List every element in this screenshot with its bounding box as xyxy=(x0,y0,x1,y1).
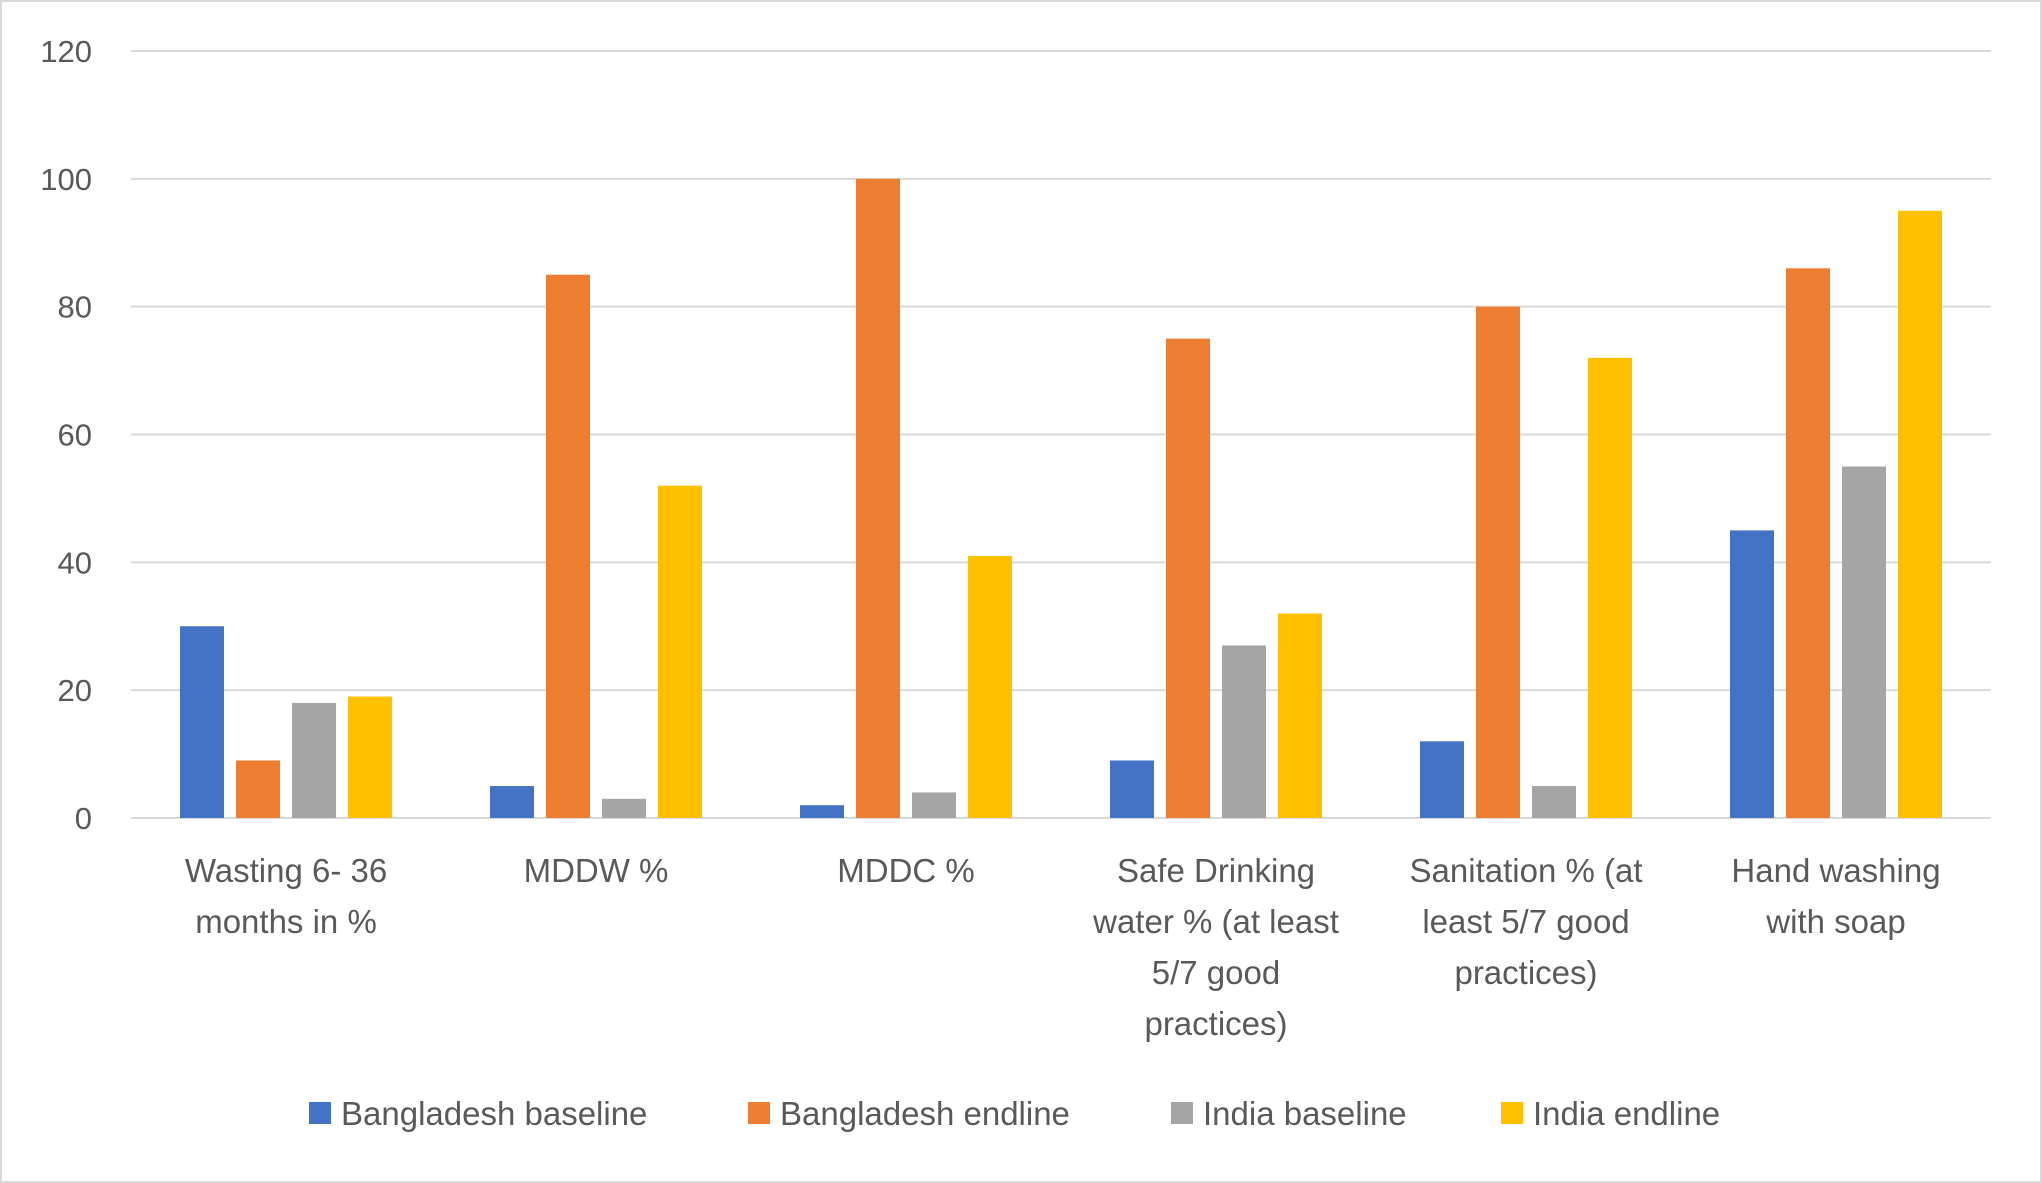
category-label: Sanitation % (at least 5/7 good practices) xyxy=(1410,852,1643,991)
bar-bangladesh-endline-0 xyxy=(236,760,280,818)
legend-item: Bangladesh baseline xyxy=(309,1095,647,1132)
legend-swatch xyxy=(748,1102,770,1124)
y-tick-label: 40 xyxy=(58,545,92,580)
y-tick-label: 0 xyxy=(75,801,92,836)
bar-bangladesh-endline-3 xyxy=(1166,338,1210,818)
bar-bangladesh-baseline-1 xyxy=(490,786,534,818)
category-label-line: Safe Drinking xyxy=(1117,852,1315,889)
legend-swatch xyxy=(1501,1102,1523,1124)
legend-swatch xyxy=(1171,1102,1193,1124)
category-label-line: practices) xyxy=(1454,954,1597,991)
x-axis-categories: Wasting 6- 36 months in % MDDW % MDDC % Safe… xyxy=(185,852,1941,1042)
bar-bangladesh-baseline-3 xyxy=(1110,760,1154,818)
category-label-line: least 5/7 good xyxy=(1422,903,1629,940)
legend-label: India baseline xyxy=(1203,1095,1407,1132)
category-label-line: water % (at least xyxy=(1092,903,1339,940)
category-label: Wasting 6- 36 months in % xyxy=(185,852,387,940)
category-label-line: Wasting 6- 36 xyxy=(185,852,387,889)
category-label-line: Sanitation % (at xyxy=(1410,852,1643,889)
bar-bangladesh-baseline-4 xyxy=(1420,741,1464,818)
category-label: MDDW % xyxy=(524,852,669,889)
bar-bangladesh-baseline-0 xyxy=(180,626,224,818)
bar-bangladesh-baseline-2 xyxy=(800,805,844,818)
legend-item: India endline xyxy=(1501,1095,1720,1132)
y-tick-label: 100 xyxy=(40,162,92,197)
category-label-line: Hand washing xyxy=(1731,852,1940,889)
legend: Bangladesh baseline Bangladesh endline Ind… xyxy=(309,1095,1720,1132)
bar-india-endline-2 xyxy=(968,555,1012,818)
category-label-line: 5/7 good xyxy=(1152,954,1280,991)
category-label: Hand washing with soap xyxy=(1731,852,1940,940)
bar-india-baseline-3 xyxy=(1222,645,1266,818)
bar-india-endline-4 xyxy=(1588,357,1632,818)
y-axis-ticks: 0 20 40 60 80 100 120 xyxy=(40,34,92,836)
category-label: MDDC % xyxy=(837,852,975,889)
legend-item: Bangladesh endline xyxy=(748,1095,1070,1132)
legend-label: India endline xyxy=(1533,1095,1720,1132)
bar-bangladesh-endline-5 xyxy=(1786,268,1830,819)
bar-bangladesh-endline-2 xyxy=(856,178,900,819)
bar-india-baseline-4 xyxy=(1532,786,1576,818)
bar-bangladesh-baseline-5 xyxy=(1730,530,1774,818)
bar-india-endline-3 xyxy=(1278,613,1322,818)
legend-label: Bangladesh endline xyxy=(780,1095,1070,1132)
legend-swatch xyxy=(309,1102,331,1124)
bar-india-baseline-1 xyxy=(602,798,646,818)
legend-item: India baseline xyxy=(1171,1095,1407,1132)
category-label-line: MDDW % xyxy=(524,852,669,889)
y-tick-label: 120 xyxy=(40,34,92,69)
category-label-line: months in % xyxy=(195,903,377,940)
bar-bangladesh-endline-4 xyxy=(1476,306,1520,818)
bar-india-endline-0 xyxy=(348,696,392,818)
bar-india-baseline-0 xyxy=(292,702,336,818)
category-label-line: MDDC % xyxy=(837,852,975,889)
y-tick-label: 60 xyxy=(58,418,92,453)
y-tick-label: 80 xyxy=(58,290,92,325)
bars xyxy=(180,178,1942,819)
bar-india-endline-1 xyxy=(658,485,702,818)
gridlines xyxy=(131,50,1991,819)
bar-india-baseline-2 xyxy=(912,792,956,818)
bar-india-baseline-5 xyxy=(1842,466,1886,818)
bar-india-endline-5 xyxy=(1898,210,1942,818)
category-label-line: practices) xyxy=(1144,1005,1287,1042)
category-label: Safe Drinking water % (at least 5/7 good pr… xyxy=(1092,852,1339,1042)
bar-bangladesh-endline-1 xyxy=(546,274,590,818)
y-tick-label: 20 xyxy=(58,673,92,708)
category-label-line: with soap xyxy=(1765,903,1905,940)
legend-label: Bangladesh baseline xyxy=(341,1095,647,1132)
